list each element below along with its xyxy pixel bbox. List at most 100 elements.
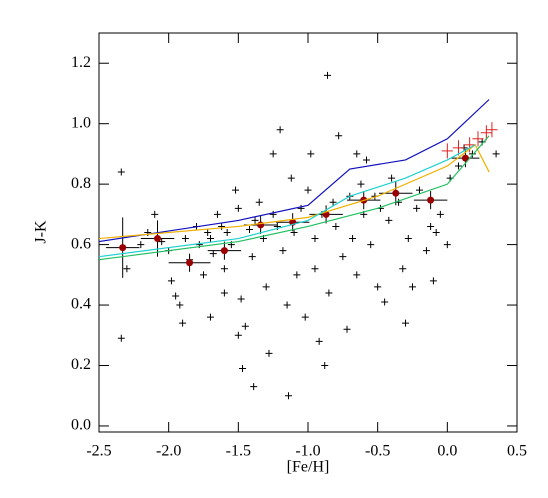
data-point xyxy=(250,383,258,391)
data-point xyxy=(239,365,247,373)
data-point xyxy=(367,241,375,249)
data-point xyxy=(123,265,131,273)
data-point xyxy=(172,292,180,300)
data-point xyxy=(301,313,309,321)
model-line xyxy=(98,99,490,243)
data-point xyxy=(223,229,231,236)
data-point xyxy=(339,253,347,261)
data-point xyxy=(311,235,319,243)
data-point xyxy=(265,349,273,357)
data-point xyxy=(181,235,189,243)
data-point xyxy=(186,259,194,267)
data-point xyxy=(117,334,125,342)
y-tick-label: 1.0 xyxy=(71,114,91,131)
data-point xyxy=(436,210,444,218)
data-point xyxy=(293,271,301,279)
y-tick-label: 0.6 xyxy=(71,235,91,252)
data-point xyxy=(335,132,343,140)
data-point xyxy=(255,198,263,206)
data-point xyxy=(315,337,323,345)
data-point xyxy=(154,235,162,243)
data-point xyxy=(167,277,175,285)
data-point xyxy=(307,150,315,158)
data-point xyxy=(158,238,166,246)
data-point xyxy=(324,71,332,79)
x-tick-label: -1.0 xyxy=(295,443,320,460)
data-point xyxy=(427,222,435,230)
data-point xyxy=(287,174,295,182)
data-point xyxy=(404,235,412,243)
data-point xyxy=(297,204,305,212)
data-point xyxy=(179,319,187,327)
y-tick-label: 0.4 xyxy=(71,296,91,313)
data-point xyxy=(413,204,421,212)
data-point xyxy=(329,198,337,206)
data-point xyxy=(220,247,228,255)
data-point xyxy=(332,222,340,230)
data-point xyxy=(241,322,249,330)
x-tick-label: 0.5 xyxy=(507,443,527,460)
data-point xyxy=(269,210,277,218)
data-point xyxy=(276,126,284,134)
data-point xyxy=(232,186,240,194)
data-point xyxy=(422,247,430,255)
data-point xyxy=(290,229,298,236)
x-tick-label: 0.0 xyxy=(437,443,457,460)
x-axis-label: [Fe/H] xyxy=(287,459,330,476)
y-tick-label: 1.2 xyxy=(71,54,91,71)
data-point xyxy=(353,271,361,279)
data-point xyxy=(206,235,214,243)
data-point xyxy=(269,150,277,158)
data-point xyxy=(206,313,214,321)
data-point xyxy=(245,225,253,233)
data-point xyxy=(176,301,184,309)
data-point xyxy=(429,277,437,285)
data-point xyxy=(388,174,396,182)
data-point xyxy=(392,189,400,197)
data-point xyxy=(119,244,127,252)
data-point xyxy=(209,250,217,258)
data-point xyxy=(248,253,256,261)
data-point xyxy=(279,247,287,255)
data-point xyxy=(218,222,226,230)
data-point xyxy=(461,154,469,162)
data-point xyxy=(213,210,221,218)
data-point xyxy=(204,229,212,236)
data-point xyxy=(237,295,245,303)
data-point xyxy=(353,150,361,158)
data-point xyxy=(357,180,365,188)
data-point xyxy=(151,210,159,218)
y-tick-label: 0.8 xyxy=(71,175,91,192)
data-point xyxy=(432,229,440,236)
y-axis-label: J-K xyxy=(33,220,50,244)
data-point xyxy=(283,301,291,309)
data-point xyxy=(284,392,292,400)
data-point xyxy=(220,265,228,273)
data-point xyxy=(454,162,462,170)
data-point xyxy=(399,265,407,273)
data-point xyxy=(304,186,312,194)
y-tick-label: 0.2 xyxy=(71,356,91,373)
x-tick-label: -2.0 xyxy=(156,443,181,460)
y-tick-label: 0.0 xyxy=(71,417,91,434)
data-point xyxy=(117,168,125,176)
x-tick-label: -0.5 xyxy=(365,443,390,460)
data-point xyxy=(343,325,351,333)
data-point xyxy=(325,289,333,297)
data-point xyxy=(409,283,416,291)
data-point xyxy=(468,150,476,158)
data-point xyxy=(427,196,435,204)
data-point xyxy=(220,289,228,297)
x-tick-label: -1.5 xyxy=(226,443,251,460)
model-line xyxy=(98,135,490,261)
data-point xyxy=(374,283,382,291)
data-point xyxy=(234,331,242,339)
data-point xyxy=(137,241,145,249)
data-point xyxy=(200,271,207,279)
model-line xyxy=(98,144,476,258)
data-point xyxy=(251,216,259,224)
data-point xyxy=(311,265,319,273)
data-point xyxy=(349,235,357,243)
data-point xyxy=(257,221,265,229)
